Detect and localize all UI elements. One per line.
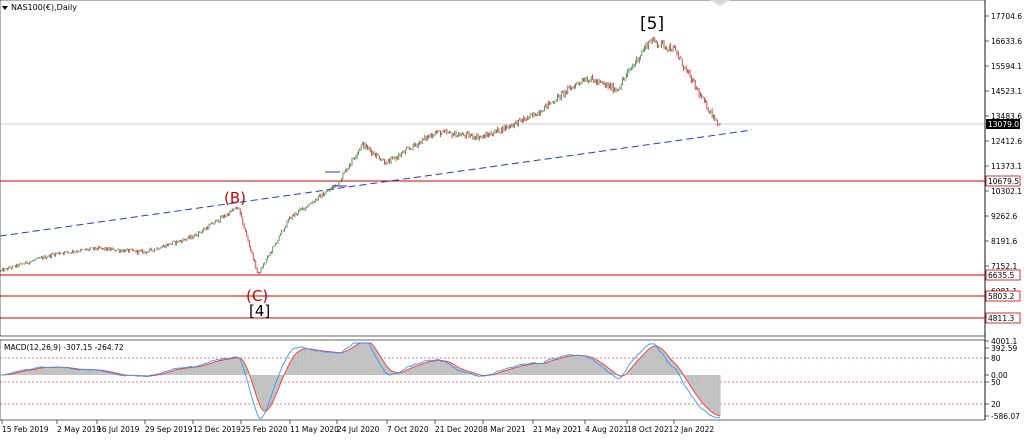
horizontal-levels[interactable] xyxy=(0,180,985,319)
date-tick-label: 2 Jan 2022 xyxy=(674,425,714,434)
wave-label-b[interactable]: (B) xyxy=(224,189,246,207)
price-tick-label: 14523.1 xyxy=(991,87,1022,96)
date-tick-label: 4 Aug 2021 xyxy=(585,425,628,434)
price-tick-label: 17704.6 xyxy=(991,12,1022,21)
wave-label-5[interactable]: [5] xyxy=(640,14,664,34)
wave-label-c[interactable]: (C) xyxy=(246,287,268,305)
macd-pane[interactable] xyxy=(0,339,986,421)
date-tick-label: 21 Dec 2020 xyxy=(435,425,483,434)
wave-label-4[interactable]: [4] xyxy=(249,302,270,320)
date-tick-label: 16 Jul 2019 xyxy=(97,425,140,434)
shift-marker-icon[interactable] xyxy=(710,0,730,6)
price-tick-label: 8191.6 xyxy=(991,237,1017,246)
macd-title: MACD(12,26,9) -307.15 -264.72 xyxy=(4,343,124,352)
date-tick-label: 11 May 2020 xyxy=(290,425,339,434)
date-tick-label: 15 Feb 2019 xyxy=(2,425,49,434)
price-tick-label: 16633.6 xyxy=(991,37,1022,46)
date-tick-label: 2 May 2019 xyxy=(57,425,101,434)
date-tick-label: 21 May 2021 xyxy=(533,425,582,434)
price-pane[interactable] xyxy=(0,0,986,337)
level-label-3: 5803.2 xyxy=(988,292,1014,301)
level-price-boxes: 13079.0 10679.5 6635.5 5803.2 4811.3 xyxy=(985,119,1021,324)
price-tick-label: 11373.1 xyxy=(991,162,1022,171)
date-tick-label: 29 Sep 2019 xyxy=(145,425,193,434)
macd-tick-label: 80 xyxy=(991,354,1001,363)
price-candles xyxy=(0,36,721,274)
price-tick-label: 13483.6 xyxy=(991,112,1022,121)
level-label-2: 6635.5 xyxy=(988,271,1014,280)
macd-tick-label: 50 xyxy=(991,378,1001,387)
price-tick-label: 7152.1 xyxy=(991,262,1017,271)
current-price-label: 13079.0 xyxy=(988,120,1019,129)
date-tick-label: 25 Feb 2020 xyxy=(241,425,288,434)
macd-tick-label: 20 xyxy=(991,400,1001,409)
macd-tick-label: 0.00 xyxy=(991,371,1008,380)
date-tick-label: 18 Oct 2021 xyxy=(627,425,674,434)
price-tick-label: 12412.6 xyxy=(991,137,1022,146)
date-tick-label: 8 Mar 2021 xyxy=(483,425,526,434)
trendline[interactable] xyxy=(0,129,753,237)
chart-title: NAS100(€),Daily xyxy=(11,3,77,12)
price-tick-label: 10302.1 xyxy=(991,187,1022,196)
price-tick-label: 15594.1 xyxy=(991,62,1022,71)
date-tick-label: 24 Jul 2020 xyxy=(337,425,380,434)
level-label-4: 4811.3 xyxy=(988,314,1014,323)
price-tick-label: 4001.1 xyxy=(991,337,1017,346)
macd-tick-label: 392.59 xyxy=(991,344,1017,353)
level-label-1: 10679.5 xyxy=(988,177,1019,186)
symbol-dropdown-icon[interactable] xyxy=(2,6,8,10)
date-tick-label: 7 Oct 2020 xyxy=(387,425,429,434)
macd-tick-label: -586.07 xyxy=(991,412,1020,421)
macd-main-line xyxy=(0,342,721,419)
price-tick-label: 9262.6 xyxy=(991,212,1017,221)
date-tick-label: 12 Dec 2019 xyxy=(193,425,241,434)
